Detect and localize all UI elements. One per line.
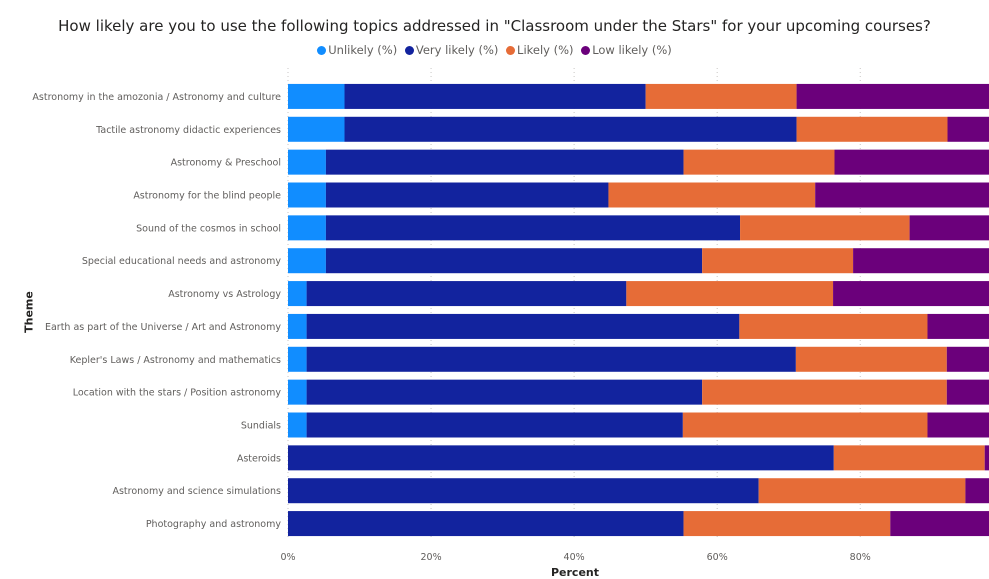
legend-label: Low likely (%) xyxy=(592,43,672,57)
bar-segment[interactable] xyxy=(834,149,989,175)
bar-segment[interactable] xyxy=(288,116,345,142)
legend: Unlikely (%) Very likely (%) Likely (%) … xyxy=(0,43,989,57)
category-label: Special educational needs and astronomy xyxy=(82,256,282,267)
bar-segment[interactable] xyxy=(288,248,326,274)
legend-dot-icon xyxy=(581,46,591,55)
bar-segment[interactable] xyxy=(288,346,307,372)
bar-segment[interactable] xyxy=(702,379,947,405)
bar-segment[interactable] xyxy=(288,511,684,537)
category-label: Astronomy vs Astrology xyxy=(168,289,281,300)
category-label: Astronomy & Preschool xyxy=(171,158,281,169)
category-label: Asteroids xyxy=(237,453,281,464)
category-label: Photography and astronomy xyxy=(146,519,282,530)
legend-item-low-likely[interactable]: Low likely (%) xyxy=(581,43,672,57)
category-label: Sundials xyxy=(241,421,281,432)
legend-dot-icon xyxy=(404,46,414,55)
bar-segment[interactable] xyxy=(909,215,989,241)
bar-segment[interactable] xyxy=(683,511,891,537)
bar-segment[interactable] xyxy=(796,116,948,142)
bar-segment[interactable] xyxy=(288,281,307,307)
bar-segment[interactable] xyxy=(815,182,989,208)
bar-segment[interactable] xyxy=(833,281,989,307)
category-label: Tactile astronomy didactic experiences xyxy=(95,125,281,136)
bar-segment[interactable] xyxy=(608,182,816,208)
bar-segment[interactable] xyxy=(853,248,989,274)
x-axis-title: Percent xyxy=(550,566,600,579)
chart-title: How likely are you to use the following … xyxy=(58,17,931,35)
bar-segment[interactable] xyxy=(702,248,854,274)
bar-segment[interactable] xyxy=(626,281,834,307)
x-tick-label: 40% xyxy=(564,552,585,563)
bar-segment[interactable] xyxy=(833,445,985,471)
bar-segment[interactable] xyxy=(288,83,345,109)
bar-segment[interactable] xyxy=(325,149,684,175)
bar-segment[interactable] xyxy=(683,149,835,175)
category-label: Sound of the cosmos in school xyxy=(136,223,281,234)
bar-segment[interactable] xyxy=(306,346,796,372)
bar-segment[interactable] xyxy=(740,215,910,241)
bar-segment[interactable] xyxy=(288,149,326,175)
legend-label: Very likely (%) xyxy=(415,43,499,57)
bar-segment[interactable] xyxy=(288,412,307,438)
bar-segment[interactable] xyxy=(965,478,989,504)
bar-segment[interactable] xyxy=(288,182,326,208)
legend-item-very-likely[interactable]: Very likely (%) xyxy=(404,43,499,57)
bar-segment[interactable] xyxy=(758,478,966,504)
legend-dot-icon xyxy=(317,46,327,55)
bar-segment[interactable] xyxy=(288,445,834,471)
legend-label: Unlikely (%) xyxy=(328,43,398,57)
bar-segment[interactable] xyxy=(325,248,703,274)
bar-segment[interactable] xyxy=(927,412,989,438)
bar-segment[interactable] xyxy=(645,83,797,109)
bar-segment[interactable] xyxy=(890,511,989,537)
legend-label: Likely (%) xyxy=(517,43,574,57)
bar-segment[interactable] xyxy=(795,346,947,372)
bar-segment[interactable] xyxy=(344,116,797,142)
bar-segment[interactable] xyxy=(344,83,646,109)
bar-segment[interactable] xyxy=(306,313,740,339)
bar-segment[interactable] xyxy=(288,478,759,504)
bar-segment[interactable] xyxy=(946,346,989,372)
bar-segment[interactable] xyxy=(306,379,703,405)
legend-item-unlikely[interactable]: Unlikely (%) xyxy=(317,43,397,57)
bar-segment[interactable] xyxy=(325,182,609,208)
bar-segment[interactable] xyxy=(984,445,989,471)
bar-segment[interactable] xyxy=(288,215,326,241)
bar-segment[interactable] xyxy=(946,379,989,405)
bar-segment[interactable] xyxy=(288,313,307,339)
bar-segment[interactable] xyxy=(306,412,683,438)
category-label: Astronomy for the blind people xyxy=(133,191,281,202)
legend-dot-icon xyxy=(506,46,516,55)
category-label: Astronomy and science simulations xyxy=(112,486,281,497)
bar-segment[interactable] xyxy=(739,313,928,339)
category-label: Location with the stars / Position astro… xyxy=(73,388,282,399)
category-label: Astronomy in the amozonia / Astronomy an… xyxy=(32,92,281,103)
bar-segment[interactable] xyxy=(947,116,989,142)
x-tick-label: 60% xyxy=(707,552,728,563)
x-tick-label: 20% xyxy=(420,552,441,563)
bar-segment[interactable] xyxy=(288,379,307,405)
x-tick-label: 80% xyxy=(850,552,871,563)
bar-segment[interactable] xyxy=(306,281,627,307)
bar-segment[interactable] xyxy=(325,215,741,241)
x-tick-label: 0% xyxy=(280,552,295,563)
bar-segment[interactable] xyxy=(682,412,928,438)
category-label: Kepler's Laws / Astronomy and mathematic… xyxy=(70,355,281,366)
bar-segment[interactable] xyxy=(796,83,989,109)
bar-segment[interactable] xyxy=(927,313,989,339)
category-label: Earth as part of the Universe / Art and … xyxy=(45,322,281,333)
legend-item-likely[interactable]: Likely (%) xyxy=(506,43,574,57)
y-axis-title: Theme xyxy=(22,291,36,333)
